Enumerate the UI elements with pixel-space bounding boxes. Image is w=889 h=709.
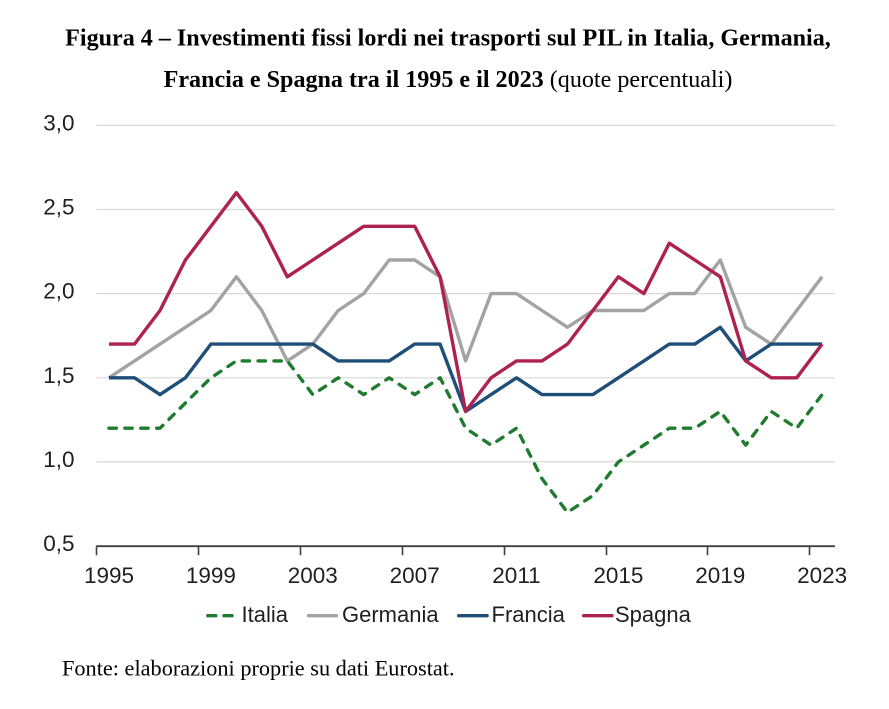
svg-text:2011: 2011: [492, 563, 540, 588]
svg-text:Figura 4 – Investimenti fissi: Figura 4 – Investimenti fissi lordi nei …: [65, 25, 831, 51]
svg-text:2015: 2015: [593, 563, 643, 588]
svg-text:1,0: 1,0: [43, 447, 74, 472]
svg-text:3,0: 3,0: [43, 110, 74, 135]
svg-text:Fonte: elaborazioni proprie su: Fonte: elaborazioni proprie su dati Euro…: [62, 656, 455, 681]
svg-text:Germania: Germania: [342, 602, 439, 627]
svg-text:2023: 2023: [797, 563, 847, 588]
svg-text:2007: 2007: [390, 563, 440, 588]
svg-text:Spagna: Spagna: [615, 602, 692, 627]
svg-text:1995: 1995: [84, 563, 134, 588]
svg-text:1,5: 1,5: [43, 363, 74, 388]
svg-text:Italia: Italia: [242, 602, 289, 627]
svg-text:2,0: 2,0: [43, 279, 74, 304]
svg-text:2003: 2003: [288, 563, 338, 588]
svg-text:2019: 2019: [695, 563, 745, 588]
svg-text:Francia: Francia: [492, 602, 566, 627]
svg-text:2,5: 2,5: [43, 195, 74, 220]
svg-text:1999: 1999: [186, 563, 236, 588]
svg-text:0,5: 0,5: [43, 531, 74, 556]
svg-text:Francia e Spagna tra il 1995 e: Francia e Spagna tra il 1995 e il 2023 (…: [164, 67, 733, 93]
